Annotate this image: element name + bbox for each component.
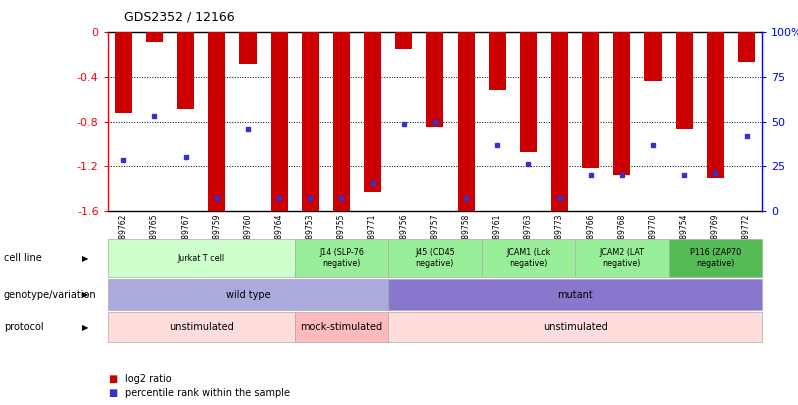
Bar [488,32,506,90]
Bar [239,32,256,64]
Bar [519,32,537,151]
Text: log2 ratio: log2 ratio [125,374,172,384]
Bar [146,32,163,43]
Text: protocol: protocol [4,322,44,332]
Bar [302,32,319,211]
Bar [738,32,755,62]
Text: J45 (CD45
negative): J45 (CD45 negative) [415,249,455,268]
Bar [676,32,693,129]
Bar [582,32,599,168]
Text: JCAM1 (Lck
negative): JCAM1 (Lck negative) [506,249,551,268]
Text: unstimulated: unstimulated [169,322,234,332]
Bar [707,32,724,178]
Bar [395,32,413,49]
Bar [645,32,662,81]
Bar [457,32,475,211]
Bar [177,32,194,109]
Text: ▶: ▶ [82,254,89,263]
Bar [614,32,630,175]
Bar [426,32,444,127]
Text: unstimulated: unstimulated [543,322,607,332]
Text: Jurkat T cell: Jurkat T cell [178,254,225,263]
Bar [333,32,350,211]
Text: GDS2352 / 12166: GDS2352 / 12166 [124,10,235,23]
Bar [551,32,568,211]
Text: P116 (ZAP70
negative): P116 (ZAP70 negative) [689,249,741,268]
Text: J14 (SLP-76
negative): J14 (SLP-76 negative) [319,249,364,268]
Bar [208,32,225,211]
Bar [271,32,287,211]
Text: wild type: wild type [226,290,271,300]
Text: ▶: ▶ [82,322,89,332]
Text: mock-stimulated: mock-stimulated [300,322,382,332]
Text: ■: ■ [108,374,117,384]
Bar [115,32,132,113]
Text: cell line: cell line [4,253,41,263]
Text: genotype/variation: genotype/variation [4,290,97,300]
Bar [364,32,381,192]
Text: ▶: ▶ [82,290,89,299]
Text: ■: ■ [108,388,117,398]
Text: mutant: mutant [557,290,593,300]
Text: JCAM2 (LAT
negative): JCAM2 (LAT negative) [599,249,644,268]
Text: percentile rank within the sample: percentile rank within the sample [125,388,290,398]
